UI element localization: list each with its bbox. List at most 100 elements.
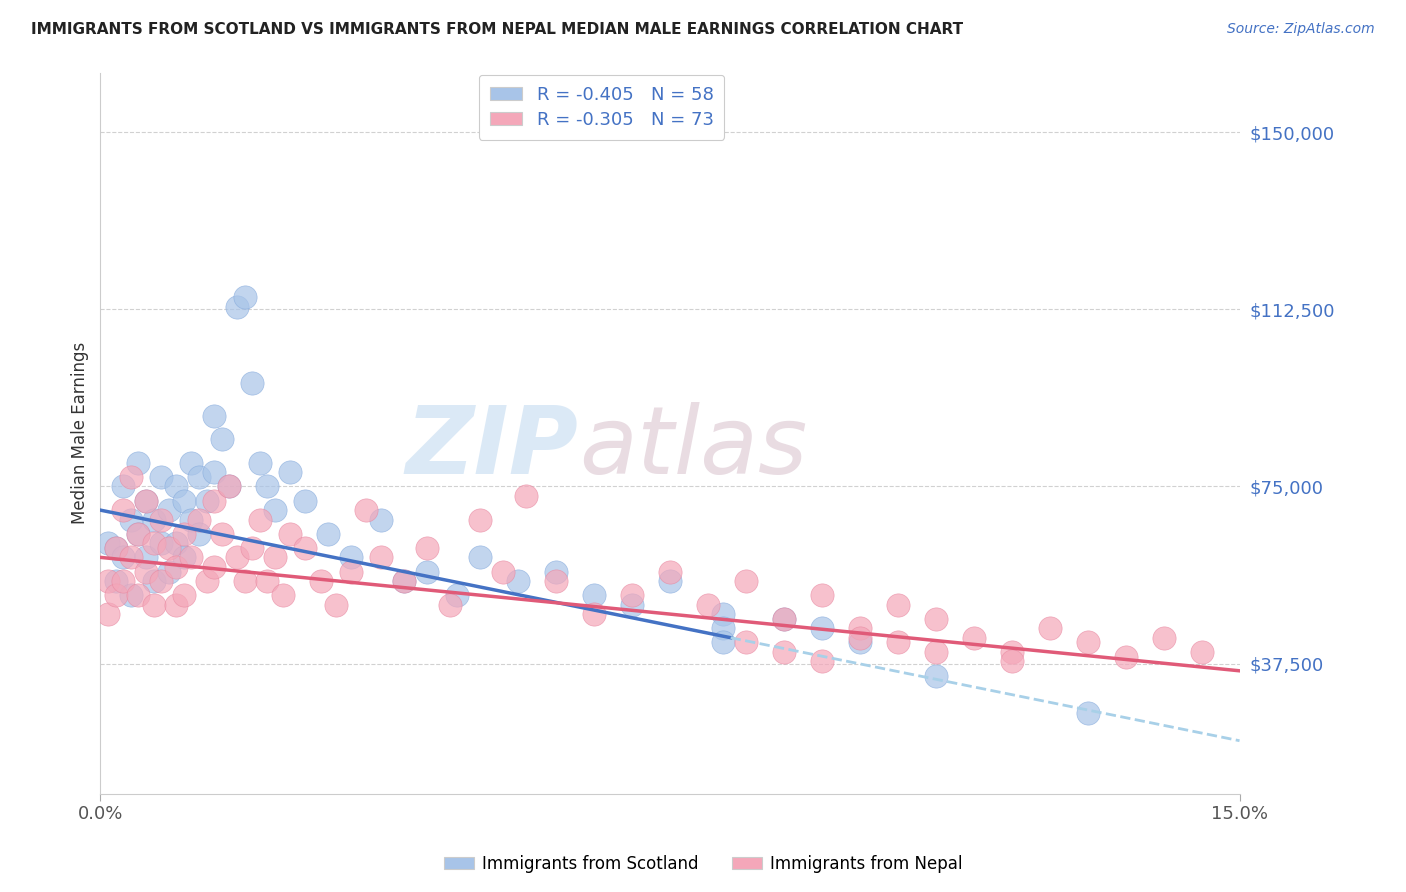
- Point: [97, 607, 120, 621]
- Point: [340, 550, 363, 565]
- Point: [150, 470, 173, 484]
- Point: [1077, 635, 1099, 649]
- Point: [142, 512, 165, 526]
- Point: [120, 470, 142, 484]
- Point: [735, 574, 758, 588]
- Point: [1191, 645, 1213, 659]
- Point: [127, 526, 149, 541]
- Text: ZIP: ZIP: [406, 401, 579, 494]
- Point: [925, 645, 948, 659]
- Point: [887, 598, 910, 612]
- Point: [256, 574, 278, 588]
- Point: [202, 466, 225, 480]
- Point: [354, 503, 377, 517]
- Point: [135, 565, 157, 579]
- Point: [173, 526, 195, 541]
- Text: IMMIGRANTS FROM SCOTLAND VS IMMIGRANTS FROM NEPAL MEDIAN MALE EARNINGS CORRELATI: IMMIGRANTS FROM SCOTLAND VS IMMIGRANTS F…: [31, 22, 963, 37]
- Point: [325, 598, 347, 612]
- Point: [188, 526, 211, 541]
- Point: [492, 565, 515, 579]
- Point: [849, 621, 872, 635]
- Point: [468, 550, 491, 565]
- Point: [925, 668, 948, 682]
- Point: [104, 541, 127, 555]
- Point: [1001, 645, 1024, 659]
- Point: [157, 503, 180, 517]
- Point: [544, 565, 567, 579]
- Point: [120, 512, 142, 526]
- Point: [226, 300, 249, 314]
- Point: [849, 631, 872, 645]
- Point: [180, 456, 202, 470]
- Point: [340, 565, 363, 579]
- Point: [506, 574, 529, 588]
- Point: [233, 290, 256, 304]
- Point: [195, 493, 218, 508]
- Point: [773, 612, 796, 626]
- Point: [963, 631, 986, 645]
- Point: [370, 512, 392, 526]
- Point: [180, 512, 202, 526]
- Point: [658, 574, 681, 588]
- Point: [127, 526, 149, 541]
- Point: [1077, 706, 1099, 721]
- Point: [165, 536, 187, 550]
- Point: [711, 607, 734, 621]
- Point: [218, 479, 240, 493]
- Point: [735, 635, 758, 649]
- Point: [202, 559, 225, 574]
- Point: [696, 598, 718, 612]
- Text: atlas: atlas: [579, 402, 807, 493]
- Point: [446, 588, 468, 602]
- Point: [142, 536, 165, 550]
- Point: [195, 574, 218, 588]
- Point: [135, 550, 157, 565]
- Point: [392, 574, 415, 588]
- Point: [211, 526, 233, 541]
- Point: [773, 612, 796, 626]
- Point: [1153, 631, 1175, 645]
- Point: [135, 493, 157, 508]
- Point: [416, 541, 439, 555]
- Point: [370, 550, 392, 565]
- Point: [165, 598, 187, 612]
- Point: [226, 550, 249, 565]
- Point: [811, 654, 834, 668]
- Point: [202, 409, 225, 423]
- Point: [316, 526, 339, 541]
- Point: [112, 574, 135, 588]
- Point: [439, 598, 461, 612]
- Point: [112, 503, 135, 517]
- Point: [157, 565, 180, 579]
- Point: [773, 645, 796, 659]
- Point: [658, 565, 681, 579]
- Text: Source: ZipAtlas.com: Source: ZipAtlas.com: [1227, 22, 1375, 37]
- Point: [173, 493, 195, 508]
- Point: [173, 550, 195, 565]
- Point: [127, 456, 149, 470]
- Point: [180, 550, 202, 565]
- Point: [112, 479, 135, 493]
- Point: [849, 635, 872, 649]
- Point: [188, 470, 211, 484]
- Point: [218, 479, 240, 493]
- Point: [249, 512, 271, 526]
- Point: [278, 466, 301, 480]
- Point: [104, 588, 127, 602]
- Point: [104, 541, 127, 555]
- Point: [515, 489, 537, 503]
- Point: [468, 512, 491, 526]
- Point: [887, 635, 910, 649]
- Y-axis label: Median Male Earnings: Median Male Earnings: [72, 343, 89, 524]
- Point: [620, 598, 643, 612]
- Point: [112, 550, 135, 565]
- Point: [202, 493, 225, 508]
- Point: [811, 588, 834, 602]
- Point: [278, 526, 301, 541]
- Point: [97, 536, 120, 550]
- Point: [582, 607, 605, 621]
- Point: [294, 493, 316, 508]
- Point: [165, 559, 187, 574]
- Point: [392, 574, 415, 588]
- Point: [142, 598, 165, 612]
